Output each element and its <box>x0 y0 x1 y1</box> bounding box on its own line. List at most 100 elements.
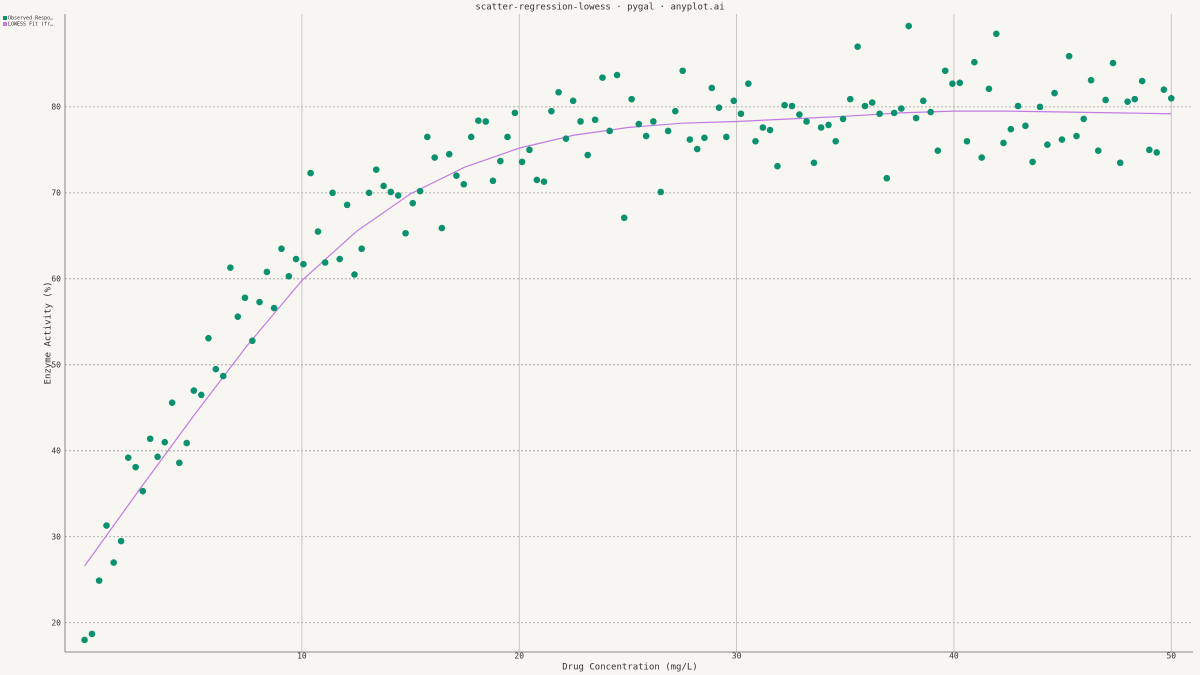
scatter-point <box>518 158 526 166</box>
scatter-point <box>752 137 759 145</box>
scatter-point <box>117 537 125 545</box>
scatter-point <box>88 630 96 638</box>
scatter-point <box>584 151 592 159</box>
scatter-point <box>540 178 548 185</box>
scatter-point <box>1160 86 1168 93</box>
scatter-point <box>949 80 956 87</box>
scatter-point <box>832 137 839 145</box>
scatter-point <box>1080 115 1087 123</box>
x-tick-label: 40 <box>949 652 959 661</box>
scatter-point <box>1000 139 1007 147</box>
scatter-point <box>533 176 541 184</box>
scatter-point <box>278 245 285 253</box>
scatter-point <box>329 189 336 197</box>
scatter-point <box>1153 149 1161 156</box>
scatter-point <box>993 30 1000 38</box>
scatter-point <box>737 110 745 118</box>
scatter-point <box>285 272 293 280</box>
scatter-point <box>402 229 409 237</box>
scatter-point <box>81 636 88 644</box>
scatter-point <box>985 85 993 93</box>
fit-line <box>84 110 1172 567</box>
scatter-point <box>548 107 555 115</box>
scatter-point <box>190 387 198 394</box>
scatter-point <box>919 97 927 105</box>
scatter-point <box>336 255 344 263</box>
scatter-point <box>110 559 117 566</box>
scatter-point <box>599 74 606 81</box>
scatter-point <box>409 199 417 207</box>
scatter-point <box>1065 52 1073 60</box>
scatter-point <box>124 454 132 461</box>
scatter-point <box>898 105 905 112</box>
scatter-point <box>963 137 971 145</box>
scatter-point <box>394 192 402 199</box>
scatter-point <box>380 182 387 190</box>
scatter-point <box>482 118 490 125</box>
scatter-point <box>693 145 701 153</box>
y-tick-label: 80 <box>51 102 61 111</box>
scatter-point <box>606 127 613 135</box>
scatter-point <box>358 245 365 253</box>
scatter-point <box>256 298 263 306</box>
scatter-point <box>555 88 562 96</box>
scatter-point <box>905 22 913 30</box>
scatter-point <box>205 334 212 342</box>
scatter-point <box>635 120 643 128</box>
scatter-point <box>620 214 628 222</box>
y-tick-label: 30 <box>51 532 61 541</box>
scatter-point <box>1051 89 1058 97</box>
legend-swatch <box>3 22 7 26</box>
scatter-point <box>1007 125 1015 133</box>
scatter-point <box>1044 141 1051 148</box>
scatter-point <box>95 577 103 584</box>
x-tick-label: 50 <box>1166 652 1176 661</box>
scatter-point <box>642 132 650 140</box>
scatter-point <box>424 133 431 141</box>
y-axis-label: Enzyme Activity (%) <box>44 282 54 385</box>
scatter-point <box>1073 132 1080 140</box>
scatter-point <box>1167 94 1175 102</box>
scatter-point <box>803 118 810 125</box>
scatter-point <box>1029 158 1036 166</box>
scatter-point <box>569 97 577 105</box>
scatter-point <box>1087 76 1095 84</box>
scatter-point <box>1102 96 1109 104</box>
scatter-point <box>971 58 978 66</box>
scatter-point <box>460 180 468 188</box>
scatter-point <box>445 150 453 158</box>
scatter-point <box>577 118 584 125</box>
y-tick-label: 50 <box>51 360 61 369</box>
scatter-point <box>504 133 511 141</box>
scatter-point <box>343 201 351 209</box>
scatter-point <box>759 124 767 131</box>
scatter-point <box>1109 59 1117 67</box>
scatter-point <box>890 109 898 117</box>
scatter-point <box>708 84 716 92</box>
scatter-point <box>263 268 271 276</box>
legend-label: LOWESS Fit (fr… <box>8 22 53 28</box>
y-tick-label: 60 <box>51 274 61 283</box>
scatter-point <box>868 99 876 106</box>
x-axis-label: Drug Concentration (mg/L) <box>562 663 697 673</box>
scatter-point <box>934 147 942 155</box>
scatter-point <box>475 117 482 124</box>
scatter-point <box>591 116 599 124</box>
scatter-point <box>307 169 314 177</box>
scatter-point <box>467 133 475 141</box>
scatter-point <box>511 109 519 117</box>
scatter-point <box>453 172 460 179</box>
scatter-point <box>562 135 570 142</box>
y-tick-label: 20 <box>51 618 61 627</box>
scatter-point <box>1146 146 1153 154</box>
scatter-point <box>825 121 832 129</box>
scatter-point <box>219 372 227 380</box>
scatter-point <box>745 80 752 87</box>
x-tick-label: 10 <box>297 652 307 661</box>
legend-label: Observed Respo… <box>8 16 53 22</box>
y-tick-label: 70 <box>51 188 61 197</box>
scatter-point <box>883 174 891 182</box>
scatter-point <box>613 71 621 79</box>
